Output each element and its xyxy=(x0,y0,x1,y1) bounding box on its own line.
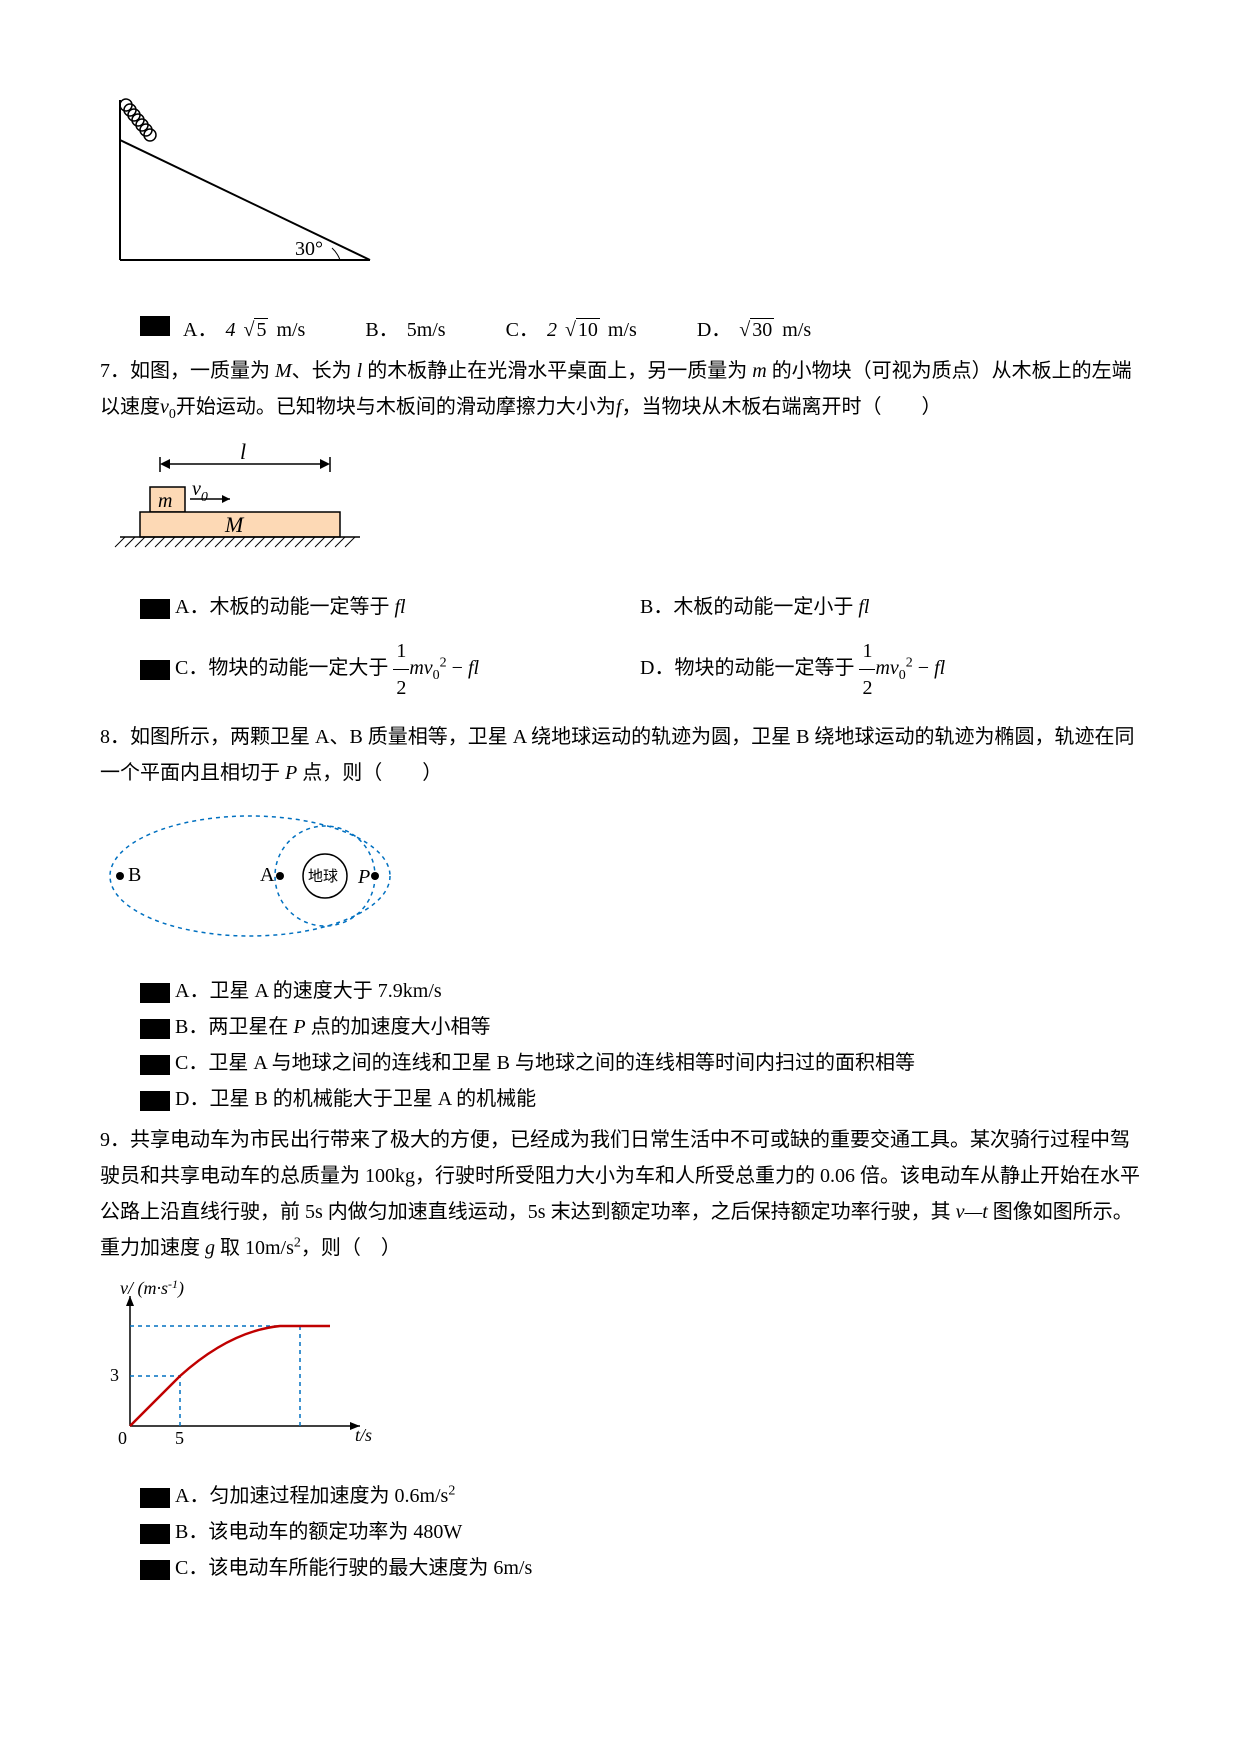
origin: 0 xyxy=(118,1428,127,1448)
q7-option-c: C．物块的动能一定大于 12mv02 − fl xyxy=(140,633,640,706)
q9-stem: 9．共享电动车为市民出行带来了极大的方便，已经成为我们日常生活中不可或缺的重要交… xyxy=(100,1122,1140,1266)
q7-option-d: D．物块的动能一定等于 12mv02 − fl xyxy=(640,633,1140,706)
q6-option-c: C． 210 m/s xyxy=(506,312,637,348)
block-marker xyxy=(140,1488,170,1508)
l-label: l xyxy=(240,439,246,464)
block-marker xyxy=(140,660,170,680)
q6-option-d: D． 30 m/s xyxy=(697,312,811,348)
P-label: P xyxy=(357,866,370,888)
m-label: m xyxy=(158,490,172,512)
q8-option-b: B．两卫星在 P 点的加速度大小相等 xyxy=(140,1009,1140,1045)
y-val-3: 3 xyxy=(110,1365,119,1385)
A-label: A xyxy=(260,864,275,886)
q6-option-b: B．5m/s xyxy=(365,312,445,348)
q9-figure: v/ (m·s-1) 3 0 5 t/s xyxy=(100,1276,1140,1468)
vt-graph: v/ (m·s-1) 3 0 5 t/s xyxy=(100,1276,390,1456)
orbit-diagram: 地球 B A P xyxy=(100,801,420,951)
q6-figure: 30° xyxy=(100,90,1140,302)
B-label: B xyxy=(128,864,141,886)
angle-label: 30° xyxy=(295,238,323,260)
M-label: M xyxy=(224,512,245,537)
svg-text:v/ (m·s-1): v/ (m·s-1) xyxy=(120,1277,184,1299)
q8-options: A．卫星 A 的速度大于 7.9km/s B．两卫星在 P 点的加速度大小相等 … xyxy=(100,973,1140,1117)
svg-text:v0: v0 xyxy=(192,478,208,505)
block-marker xyxy=(140,1019,170,1039)
q8-option-d: D．卫星 B 的机械能大于卫星 A 的机械能 xyxy=(140,1081,1140,1117)
q8-option-c: C．卫星 A 与地球之间的连线和卫星 B 与地球之间的连线相等时间内扫过的面积相… xyxy=(140,1045,1140,1081)
q9-option-a: A．匀加速过程加速度为 0.6m/s2 xyxy=(140,1478,1140,1514)
x-val-5: 5 xyxy=(175,1428,184,1448)
q8-figure: 地球 B A P xyxy=(100,801,1140,963)
q7-options: A．木板的动能一定等于 fl B．木板的动能一定小于 fl C．物块的动能一定大… xyxy=(140,589,1140,714)
q8-option-a: A．卫星 A 的速度大于 7.9km/s xyxy=(140,973,1140,1009)
q7-stem: 7．如图，一质量为 M、长为 l 的木板静止在光滑水平桌面上，另一质量为 m 的… xyxy=(100,353,1140,427)
q9-option-b: B．该电动车的额定功率为 480W xyxy=(140,1514,1140,1550)
block-marker xyxy=(140,1091,170,1111)
q6-option-a: A． 45 m/s xyxy=(140,312,305,348)
q7-option-b: B．木板的动能一定小于 fl xyxy=(640,589,1140,625)
q9-option-c: C．该电动车所能行驶的最大速度为 6m/s xyxy=(140,1550,1140,1586)
q7-figure: l m v0 M xyxy=(100,437,1140,579)
xlabel: t/s xyxy=(355,1425,372,1445)
q6-options: A． 45 m/s B．5m/s C． 210 m/s D． 30 m/s xyxy=(140,312,1140,348)
q9-options: A．匀加速过程加速度为 0.6m/s2 B．该电动车的额定功率为 480W C．… xyxy=(100,1478,1140,1586)
q8-stem: 8．如图所示，两颗卫星 A、B 质量相等，卫星 A 绕地球运动的轨迹为圆，卫星 … xyxy=(100,719,1140,791)
block-marker xyxy=(140,599,170,619)
incline-diagram: 30° xyxy=(100,90,400,290)
block-on-plank-diagram: l m v0 M xyxy=(100,437,380,567)
block-marker xyxy=(140,1055,170,1075)
block-marker xyxy=(140,1560,170,1580)
block-marker xyxy=(140,1524,170,1544)
block-marker xyxy=(140,316,170,336)
block-marker xyxy=(140,983,170,1003)
earth-label: 地球 xyxy=(308,868,338,885)
q7-option-a: A．木板的动能一定等于 fl xyxy=(140,589,640,625)
